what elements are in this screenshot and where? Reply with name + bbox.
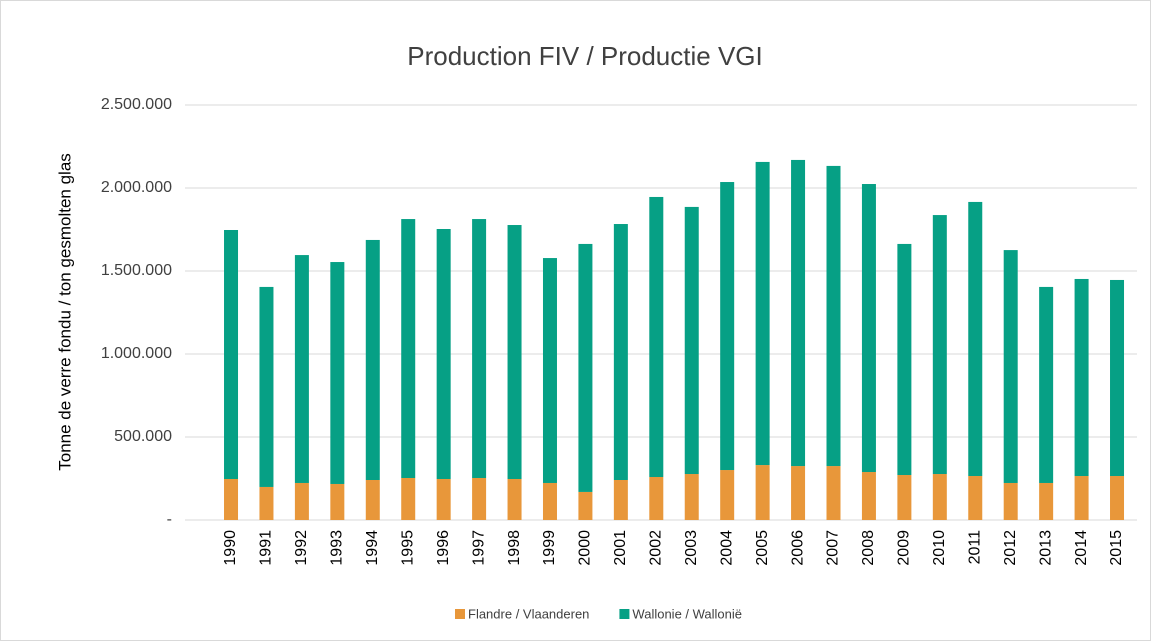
y-axis-title: Tonne de verre fondu / ton gesmolten gla… [55, 153, 74, 471]
bar-segment [436, 229, 451, 479]
y-tick-label: 2.500.000 [101, 96, 172, 113]
bar-segment [1074, 476, 1089, 520]
bar-segment [720, 182, 735, 471]
bar-segment [401, 219, 416, 479]
bar-segment [684, 206, 699, 475]
x-tick-label: 1998 [506, 530, 523, 566]
bar-segment [897, 243, 912, 476]
bar-segment [861, 472, 876, 520]
bar-segment [542, 482, 557, 520]
x-tick-label: 1991 [258, 530, 275, 566]
bar-segment [1039, 286, 1054, 483]
bar-segment [507, 225, 522, 479]
bar-segment [294, 482, 309, 520]
bar-segment [507, 478, 522, 520]
bar-segment [330, 262, 345, 484]
x-tick-label: 2010 [931, 530, 948, 566]
bar-segment [436, 478, 451, 520]
bar-segment [755, 465, 770, 520]
x-tick-label: 2001 [612, 530, 629, 566]
x-tick-label: 2015 [1108, 530, 1125, 566]
bar-segment [861, 184, 876, 473]
bar-segment [791, 159, 806, 467]
bar-segment [826, 165, 841, 467]
bar-segment [613, 224, 628, 480]
bar-segment [649, 196, 664, 478]
bar-segment [968, 201, 983, 477]
x-tick-label: 2011 [966, 530, 983, 565]
bar-segment [224, 229, 239, 479]
x-tick-label: 2013 [1037, 530, 1054, 566]
x-tick-label: 2014 [1073, 530, 1090, 566]
bar-segment [578, 243, 593, 492]
legend-label: Wallonie / Wallonië [632, 606, 742, 621]
y-tick-label: 500.000 [114, 428, 172, 445]
bar-segment [365, 479, 380, 520]
legend-swatch [619, 609, 630, 619]
chart-title: Production FIV / Productie VGI [407, 41, 763, 71]
y-tick-label: 2.000.000 [101, 179, 172, 196]
bar-segment [1110, 476, 1125, 520]
bar-segment [791, 466, 806, 520]
bar-segment [1039, 482, 1054, 520]
bar-segment [1074, 278, 1089, 477]
bar-segment [542, 258, 557, 483]
x-tick-label: 2008 [860, 530, 877, 566]
x-tick-label: 2003 [683, 530, 700, 566]
bar-segment [224, 478, 239, 520]
bar-segment [649, 477, 664, 520]
bar-segment [932, 474, 947, 520]
x-tick-label: 1990 [222, 530, 239, 566]
bar-segment [1003, 250, 1018, 483]
bar-segment [259, 486, 274, 520]
x-tick-label: 1993 [329, 530, 346, 566]
x-tick-label: 2006 [789, 530, 806, 566]
bar-segment [755, 161, 770, 466]
bar-segment [1003, 482, 1018, 520]
bar-segment [720, 470, 735, 520]
bar-segment [897, 475, 912, 520]
y-tick-label: - [167, 511, 172, 528]
legend-swatch [455, 609, 465, 619]
x-tick-label: 1992 [293, 530, 310, 566]
bar-segment [826, 466, 841, 520]
x-tick-label: 2005 [754, 530, 771, 566]
x-tick-label: 2000 [577, 530, 594, 566]
x-tick-label: 2004 [718, 530, 735, 566]
bar-segment [365, 239, 380, 480]
bar-segment [330, 483, 345, 520]
y-tick-label: 1.000.000 [101, 345, 172, 362]
x-tick-label: 1995 [399, 530, 416, 566]
x-tick-label: 2002 [648, 530, 665, 566]
bar-segment [684, 474, 699, 520]
x-tick-label: 2009 [896, 530, 913, 566]
bar-segment [259, 286, 274, 487]
x-tick-label: 1994 [364, 530, 381, 566]
x-tick-label: 1997 [470, 530, 487, 566]
x-tick-label: 1996 [435, 530, 452, 566]
bar-segment [472, 219, 487, 479]
y-tick-label: 1.500.000 [101, 262, 172, 279]
bar-segment [472, 478, 487, 520]
bar-segment [401, 478, 416, 520]
bar-segment [578, 491, 593, 520]
legend-label: Flandre / Vlaanderen [468, 606, 589, 621]
bar-segment [1110, 279, 1125, 477]
x-tick-label: 2012 [1002, 530, 1019, 566]
x-tick-label: 1999 [541, 530, 558, 566]
bar-segment [968, 476, 983, 520]
x-tick-label: 2007 [825, 530, 842, 566]
bar-segment [932, 215, 947, 475]
bar-segment [294, 255, 309, 483]
bar-segment [613, 479, 628, 520]
